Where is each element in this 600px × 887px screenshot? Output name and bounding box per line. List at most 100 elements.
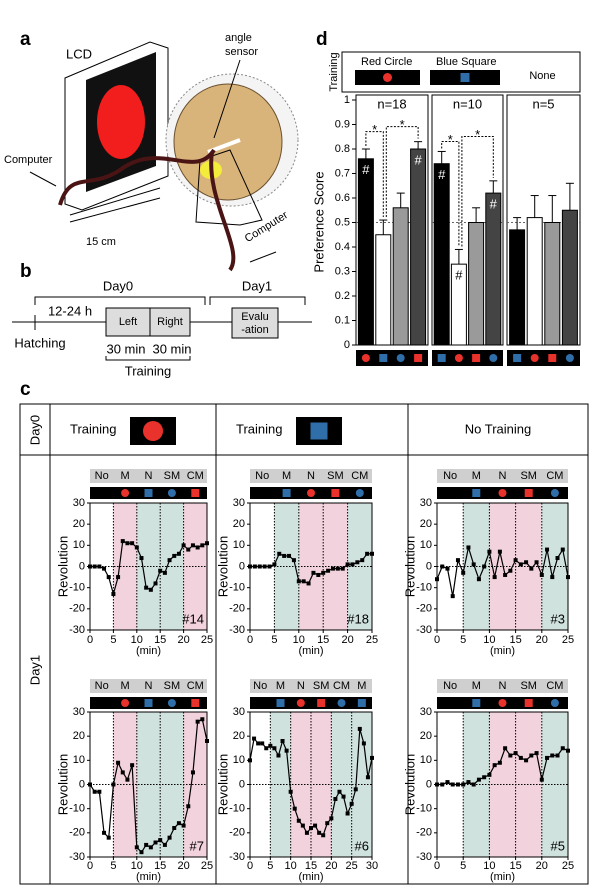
y-tick-label: 0 bbox=[79, 560, 85, 572]
data-point bbox=[120, 770, 125, 775]
data-point bbox=[461, 782, 466, 787]
data-point bbox=[158, 568, 163, 573]
bar-label: # bbox=[414, 152, 422, 167]
stimulus-icon bbox=[337, 699, 346, 707]
data-point bbox=[120, 539, 125, 544]
data-point bbox=[195, 545, 200, 550]
computer-label: Computer bbox=[4, 154, 53, 166]
y-axis-label: Revolution bbox=[215, 754, 230, 815]
x-tick-label: 0 bbox=[247, 860, 253, 872]
x-tick-label: 10 bbox=[131, 860, 143, 872]
phase-label: N bbox=[499, 680, 507, 692]
data-point bbox=[190, 770, 195, 775]
phase-label: SM bbox=[313, 680, 330, 692]
y-tick-label: 0.5 bbox=[335, 216, 350, 228]
y-axis-label: Revolution bbox=[55, 536, 70, 597]
y-tick-label: 0.4 bbox=[335, 241, 350, 253]
data-point bbox=[482, 775, 487, 780]
day-label: Day1 bbox=[242, 278, 272, 293]
data-point bbox=[325, 821, 330, 826]
stimulus-icon bbox=[498, 699, 507, 707]
data-point bbox=[326, 568, 331, 573]
phase-label: CM bbox=[546, 470, 563, 482]
phase-shade bbox=[311, 712, 332, 857]
phase-label: M bbox=[472, 470, 481, 482]
data-point bbox=[162, 842, 167, 847]
data-point bbox=[361, 741, 366, 746]
stimulus-icon bbox=[296, 699, 305, 707]
data-point bbox=[513, 558, 518, 563]
stimulus-icon bbox=[331, 489, 340, 497]
data-point bbox=[440, 782, 445, 787]
data-point bbox=[277, 551, 282, 556]
bar-label: # bbox=[490, 197, 498, 212]
x-tick-label: 25 bbox=[366, 634, 378, 646]
plot-frame bbox=[355, 94, 429, 346]
y-tick-label: 30 bbox=[73, 706, 85, 718]
stimulus-strip bbox=[432, 350, 503, 366]
phase-header bbox=[437, 679, 568, 693]
data-point bbox=[186, 547, 191, 552]
data-point bbox=[566, 748, 570, 753]
comparison-bracket bbox=[441, 140, 460, 247]
interval-label: 12-24 h bbox=[48, 303, 92, 318]
stimulus-icon bbox=[307, 489, 315, 497]
bar bbox=[375, 234, 392, 346]
data-point bbox=[306, 581, 311, 586]
bar bbox=[468, 222, 485, 346]
chart-id: #5 bbox=[551, 838, 565, 853]
legend-label: None bbox=[529, 70, 555, 82]
data-point bbox=[172, 553, 177, 558]
phase-label: N bbox=[145, 470, 153, 482]
data-point bbox=[88, 564, 92, 569]
data-point bbox=[555, 753, 560, 758]
bar-label: # bbox=[362, 162, 370, 177]
data-point bbox=[300, 823, 305, 828]
stimulus-icon bbox=[191, 489, 200, 497]
data-point bbox=[471, 562, 476, 567]
x-axis-label: (min) bbox=[136, 871, 161, 883]
eval-label: Evalu bbox=[241, 311, 269, 323]
data-point bbox=[370, 755, 374, 760]
stimulus-icon bbox=[121, 489, 130, 497]
bar-label: # bbox=[455, 268, 463, 283]
phase-label: SM bbox=[164, 680, 181, 692]
data-point bbox=[355, 560, 360, 565]
y-tick-label: 20 bbox=[233, 730, 245, 742]
stimulus-icon bbox=[167, 489, 176, 497]
x-tick-label: 5 bbox=[110, 860, 116, 872]
phase-label: SM bbox=[327, 470, 344, 482]
phase-label: No bbox=[443, 470, 457, 482]
x-axis-label: (min) bbox=[136, 645, 161, 657]
y-tick-label: -20 bbox=[229, 827, 245, 839]
x-tick-label: 10 bbox=[131, 634, 143, 646]
data-point bbox=[341, 794, 346, 799]
comparison-label: * bbox=[448, 132, 453, 147]
data-point bbox=[176, 821, 181, 826]
stimulus-icon bbox=[498, 489, 507, 497]
data-point bbox=[257, 564, 262, 569]
data-point bbox=[296, 579, 301, 584]
cable bbox=[58, 148, 216, 206]
stimulus-icon bbox=[276, 699, 285, 707]
data-point bbox=[167, 558, 172, 563]
phase-label: No bbox=[95, 680, 109, 692]
data-point bbox=[153, 581, 158, 586]
x-axis-label: (min) bbox=[490, 871, 515, 883]
phase-label: N bbox=[297, 680, 305, 692]
chart-id: #14 bbox=[182, 611, 204, 626]
y-tick-label: 10 bbox=[233, 754, 245, 766]
data-point bbox=[497, 760, 502, 765]
data-point bbox=[455, 782, 460, 787]
column-title: Training bbox=[236, 421, 282, 436]
y-tick-label: 0 bbox=[239, 560, 245, 572]
data-point bbox=[349, 801, 354, 806]
x-tick-label: 20 bbox=[177, 860, 189, 872]
data-point bbox=[445, 566, 450, 571]
data-point bbox=[503, 572, 508, 577]
phase-header bbox=[90, 679, 207, 693]
data-point bbox=[435, 782, 439, 787]
stimulus-icon bbox=[454, 354, 463, 362]
data-point bbox=[370, 551, 374, 556]
y-tick-label: -10 bbox=[416, 582, 432, 594]
